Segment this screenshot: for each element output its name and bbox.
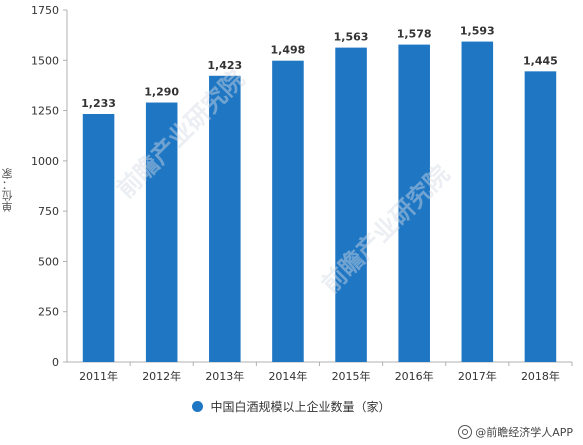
- data-label: 1,423: [207, 59, 242, 72]
- data-label: 1,498: [271, 44, 306, 57]
- x-tick-label: 2017年: [458, 369, 497, 383]
- data-label: 1,290: [144, 86, 179, 99]
- bar: [209, 75, 241, 362]
- bar: [398, 44, 430, 363]
- bar: [145, 102, 178, 363]
- y-tick-label: 750: [38, 205, 59, 218]
- bar: [82, 113, 115, 362]
- y-tick-label: 250: [38, 306, 59, 319]
- y-tick-label: 1250: [31, 105, 59, 118]
- y-axis-label: 单位：家: [1, 168, 14, 212]
- data-label: 1,445: [523, 54, 558, 67]
- x-tick-label: 2013年: [205, 369, 244, 383]
- x-tick-label: 2011年: [79, 369, 118, 383]
- x-tick-label: 2014年: [268, 369, 307, 383]
- data-label: 1,578: [397, 28, 432, 41]
- brand-logo-icon: [458, 425, 473, 439]
- y-tick-label: 500: [38, 255, 59, 268]
- y-tick-label: 1000: [31, 155, 59, 168]
- source-watermark: @前瞻经济学人APP: [458, 424, 573, 440]
- x-tick-label: 2015年: [332, 369, 371, 383]
- x-tick-label: 2012年: [142, 369, 181, 383]
- legend-label: 中国白酒规模以上企业数量（家）: [210, 400, 391, 414]
- bar: [272, 60, 304, 363]
- x-tick-label: 2016年: [395, 369, 434, 383]
- y-tick-label: 1500: [31, 54, 59, 67]
- data-label: 1,563: [334, 31, 369, 44]
- bar: [335, 47, 367, 363]
- data-label: 1,593: [460, 25, 495, 38]
- bar: [524, 71, 557, 362]
- legend-swatch: [192, 401, 204, 412]
- legend: 中国白酒规模以上企业数量（家）: [0, 398, 583, 415]
- x-tick-label: 2018年: [521, 369, 560, 383]
- y-tick-label: 0: [52, 356, 59, 369]
- y-tick-label: 1750: [31, 4, 59, 17]
- bar: [461, 41, 494, 362]
- source-watermark-text: @前瞻经济学人APP: [475, 426, 573, 439]
- data-label: 1,233: [81, 97, 116, 110]
